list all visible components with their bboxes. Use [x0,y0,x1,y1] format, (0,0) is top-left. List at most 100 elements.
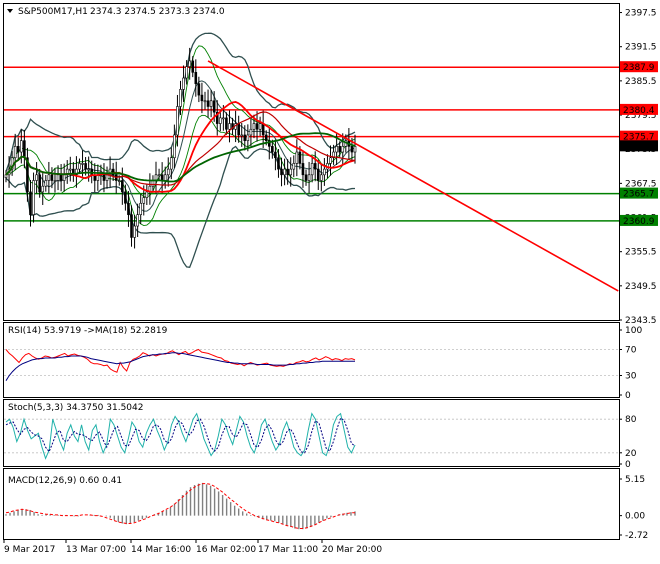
candle-body-11 [38,174,41,193]
candle-body-89 [277,157,280,170]
candle-body-42 [133,225,136,238]
price-panel[interactable] [3,3,620,321]
rsi-layer-tick-label-3: 0 [625,391,631,401]
candle-body-7 [26,157,29,193]
x-tick-label-3: 16 Mar 02:00 [196,545,256,555]
level-tag-3 [620,187,658,199]
candle-body-90 [280,168,283,176]
candle-body-73 [228,123,231,130]
candle-body-33 [105,174,109,181]
candle-body-78 [243,134,247,141]
candle-body-55 [173,134,176,159]
candle-body-109 [338,146,341,153]
candle-body-21 [68,168,72,171]
candle-body-104 [323,168,326,176]
rsi-layer-tick-label-2: 30 [625,372,637,382]
candle-body-38 [121,180,124,193]
stoch-layer-tick-label-0: 80 [625,415,637,425]
candle-body-44 [139,202,143,215]
candle-body-82 [255,123,259,130]
x-tick-label-2: 14 Mar 16:00 [131,545,191,555]
price-tick-label-9: 2343.5 [625,316,657,326]
candle-body-62 [194,72,198,85]
candle-body-76 [237,123,240,136]
macd-panel[interactable] [3,468,620,540]
candle-body-57 [179,89,182,107]
candle-body-107 [332,151,335,159]
chart-symbol: S&P500M17,H1 [18,7,88,17]
candle-body-17 [56,174,60,181]
rsi-plot [4,348,619,381]
candle-body-13 [44,180,48,187]
candle-body-10 [35,174,38,181]
candle-body-67 [209,100,213,107]
macd-tick-label-0: 5.15 [625,475,645,485]
candle-body-12 [41,185,45,193]
x-tick-label-5: 20 Mar 20:00 [322,545,382,555]
price-tick-label-2: 2385.5 [625,77,657,87]
candle-body-71 [222,117,225,120]
candle-body-85 [264,134,268,141]
candle-body-102 [316,168,320,181]
candle-body-4 [16,146,20,153]
price-tick-label-5: 2367.5 [625,179,657,189]
candle-body-39 [124,191,127,204]
macd-title: MACD(12,26,9) 0.60 0.41 [8,476,122,486]
candle-body-81 [252,123,256,130]
candle-body-72 [225,117,228,130]
candle-body-58 [182,77,185,90]
candle-body-80 [249,128,253,136]
price-tick-label-8: 2349.5 [625,282,657,292]
rsi-layer-tick-label-1: 70 [625,346,637,356]
candle-body-8 [29,191,32,215]
level-tag-4 [620,214,658,226]
candle-body-14 [47,174,51,181]
candle-body-9 [32,180,35,215]
candle-body-98 [304,174,308,181]
price-tick-label-0: 2397.5 [625,9,657,19]
candle-body-100 [310,163,314,176]
candle-body-108 [335,146,338,153]
candle-body-19 [62,174,66,181]
level-tag-1 [620,103,658,115]
macd-tick-label-2: -2.72 [625,531,648,541]
rsi-title: RSI(14) 53.9719 ->MA(18) 52.2819 [8,326,168,336]
candle-body-15 [50,174,54,181]
level-tag-label-2: 2375.7 [623,133,655,143]
level-tag-label-0: 2387.9 [623,63,655,73]
candle-body-6 [23,140,26,159]
candle-body-66 [206,100,210,107]
candle-body-45 [142,197,146,204]
candle-body-56 [176,106,179,136]
level-tag-label-3: 2365.7 [623,190,655,200]
candle-body-50 [157,174,161,177]
candle-body-99 [307,174,311,181]
candle-body-84 [261,123,265,136]
candle-body-40 [127,202,130,215]
stoch-title: Stoch(5,3,3) 34.3750 31.5042 [8,403,143,413]
candle-body-101 [313,163,317,170]
stoch-layer-series-0 [5,412,356,460]
candle-body-5 [20,140,23,153]
candle-body-51 [160,174,164,181]
candle-body-70 [218,117,222,124]
rsi-layer-series-1 [5,352,355,381]
candle-body-23 [75,168,78,176]
candle-body-16 [53,180,57,182]
x-tick-label-0: 9 Mar 2017 [4,545,55,555]
candle-body-110 [341,146,345,153]
level-tag-0 [620,61,658,73]
candle-body-91 [283,168,286,176]
stoch-layer-tick-label-2: 0 [625,460,631,470]
candle-body-60 [188,60,191,67]
x-tick-label-4: 17 Mar 11:00 [258,545,318,555]
candle-body-24 [78,163,81,170]
candle-body-92 [286,168,289,176]
level-tag-2 [620,130,658,142]
stoch-layer-tick-label-1: 20 [625,449,637,459]
collapse-triangle-icon[interactable] [7,9,13,13]
candle-body-86 [267,140,271,147]
macd-signal-line [5,483,356,529]
